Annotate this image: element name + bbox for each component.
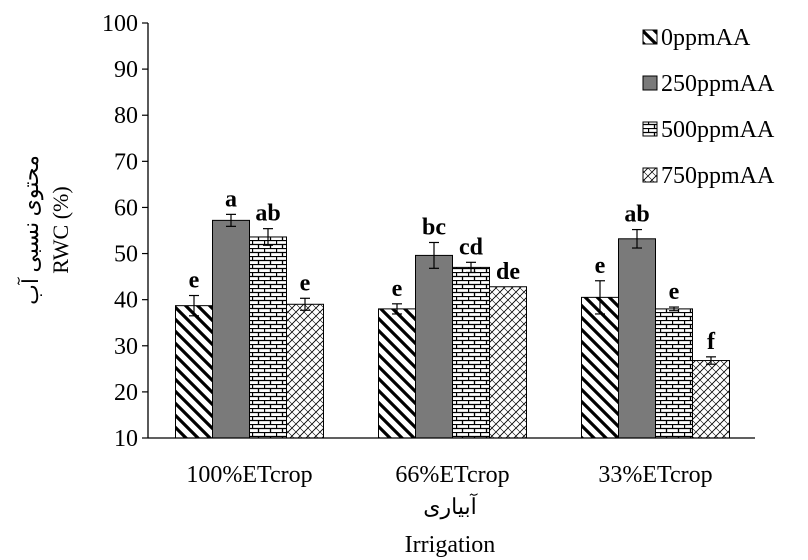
- y-axis-label-fa: محتوی نسبی آب: [17, 155, 44, 305]
- y-axis-label-en: RWC (%): [48, 186, 73, 273]
- y-tick-label: 50: [114, 242, 138, 268]
- x-axis-label-fa: آبیاری: [423, 493, 477, 520]
- legend-swatch: [642, 75, 658, 91]
- y-tick-label: 30: [114, 334, 138, 360]
- bar: [618, 238, 656, 439]
- y-tick-label: 60: [114, 195, 138, 221]
- significance-label: a: [225, 186, 237, 212]
- bar: [452, 266, 490, 439]
- y-tick-label: 90: [114, 57, 138, 83]
- y-tick-label: 10: [114, 426, 138, 452]
- bar: [655, 308, 693, 439]
- legend-swatch: [642, 167, 658, 183]
- bar: [175, 305, 213, 439]
- significance-label: e: [392, 276, 403, 302]
- x-tick-label: 66%ETcrop: [395, 462, 509, 488]
- significance-label: ab: [255, 201, 280, 227]
- bar: [692, 360, 730, 439]
- significance-label: e: [669, 279, 680, 305]
- bar: [378, 308, 416, 439]
- x-axis-label-en: Irrigation: [405, 532, 496, 558]
- bars: e e e a bc ab ab cd e e de f: [175, 186, 730, 439]
- bar: [415, 254, 453, 439]
- y-tick-label: 80: [114, 103, 138, 129]
- y-tick-label: 40: [114, 288, 138, 314]
- legend-label: 750ppmAA: [661, 163, 775, 189]
- bar: [581, 296, 619, 439]
- legend-label: 0ppmAA: [661, 25, 751, 51]
- x-axis-categories: 100%ETcrop 66%ETcrop 33%ETcrop: [186, 462, 712, 488]
- legend-label: 250ppmAA: [661, 71, 775, 97]
- significance-label: e: [189, 268, 200, 294]
- x-tick-label: 33%ETcrop: [598, 462, 712, 488]
- bar: [489, 286, 527, 439]
- legend: 0ppmAA 250ppmAA 500ppmAA 750ppmAA: [642, 25, 775, 189]
- significance-label: f: [707, 329, 716, 355]
- significance-label: cd: [459, 234, 484, 260]
- significance-label: e: [300, 270, 311, 296]
- bar: [212, 219, 250, 439]
- legend-swatch: [642, 29, 658, 45]
- significance-label: e: [595, 253, 606, 279]
- legend-swatch: [642, 121, 658, 137]
- y-axis-ticks: 10 20 30 40 50 60 70 80 90 100: [102, 11, 148, 452]
- bar: [286, 303, 324, 439]
- significance-label: ab: [624, 202, 649, 228]
- legend-label: 500ppmAA: [661, 117, 775, 143]
- significance-label: de: [496, 259, 520, 285]
- x-tick-label: 100%ETcrop: [186, 462, 312, 488]
- significance-label: bc: [422, 214, 446, 240]
- bar: [249, 236, 287, 439]
- y-tick-label: 20: [114, 380, 138, 406]
- axes: [147, 23, 755, 439]
- y-tick-label: 70: [114, 149, 138, 175]
- y-tick-label: 100: [102, 11, 138, 37]
